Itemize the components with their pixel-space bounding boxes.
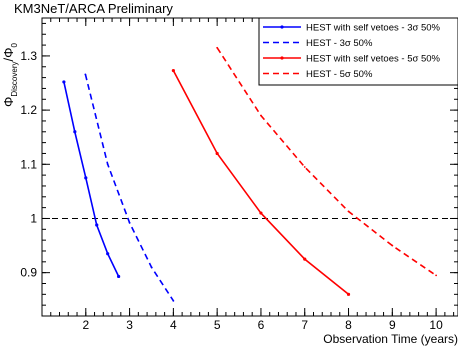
legend-label-3: HEST - 5σ 50% xyxy=(306,69,373,80)
legend: HEST with self vetoes - 3σ 50% HEST - 3σ … xyxy=(258,17,458,86)
series-point-0 xyxy=(73,130,77,134)
legend-label-2: HEST with self vetoes - 5σ 50% xyxy=(306,54,441,65)
series-point-2 xyxy=(346,292,351,296)
chart-title: KM3NeT/ARCA Preliminary xyxy=(14,1,173,16)
series-line-3 xyxy=(216,47,437,277)
legend-box xyxy=(258,17,458,86)
series-point-3 xyxy=(260,114,262,117)
svg-text:ΦDiscovery/Φ0: ΦDiscovery/Φ0 xyxy=(1,43,19,107)
y-axis-label-rest: /Φ xyxy=(1,48,16,62)
x-tick-label: 8 xyxy=(345,318,352,332)
y-tick-label: 1.3 xyxy=(20,49,37,63)
x-tick-label: 10 xyxy=(429,318,443,332)
legend-marker-0 xyxy=(280,25,284,29)
y-tick-label: 1 xyxy=(30,211,37,225)
x-tick-label: 5 xyxy=(214,318,221,332)
x-tick-label: 3 xyxy=(126,318,133,332)
legend-marker-2 xyxy=(280,56,284,60)
x-tick-label: 7 xyxy=(301,318,308,332)
series-point-2 xyxy=(259,211,263,215)
series-line-0 xyxy=(63,81,120,277)
series-group xyxy=(62,46,438,302)
legend-label-0: HEST with self vetoes - 3σ 50% xyxy=(306,23,441,34)
x-tick-label: 6 xyxy=(258,318,265,332)
legend-entries: HEST with self vetoes - 3σ 50% HEST - 3σ … xyxy=(263,23,441,80)
y-tick-label: 1.1 xyxy=(20,157,37,171)
series-point-0 xyxy=(117,274,121,279)
y-axis-label: ΦDiscovery/Φ0 xyxy=(1,43,19,107)
x-tick-label: 2 xyxy=(82,318,89,332)
series-point-3 xyxy=(435,274,438,277)
y-tick-labels: 0.9 1 1.1 1.2 1.3 xyxy=(20,49,37,280)
series-point-3 xyxy=(391,244,394,247)
plot-frame xyxy=(41,17,458,317)
x-tick-label: 4 xyxy=(170,318,177,332)
legend-label-1: HEST - 3σ 50% xyxy=(306,38,373,49)
x-tick-label: 9 xyxy=(389,318,396,332)
series-line-1 xyxy=(84,74,175,302)
x-axis-label: Observation Time (years) xyxy=(323,332,458,346)
series-point-2 xyxy=(171,68,175,73)
y-tick-label: 1.2 xyxy=(20,103,37,117)
series-point-0 xyxy=(106,252,110,256)
series-point-2 xyxy=(303,257,307,261)
y-axis-label-sub: Discovery xyxy=(10,62,19,97)
series-point-1 xyxy=(106,163,109,166)
series-point-1 xyxy=(128,221,131,224)
y-axis-label-sub2: 0 xyxy=(10,43,19,48)
series-point-1 xyxy=(172,299,175,302)
series-point-1 xyxy=(150,266,153,269)
series-point-2 xyxy=(215,151,219,156)
y-tick-label: 0.9 xyxy=(20,266,37,280)
series-point-0 xyxy=(84,176,88,180)
series-point-1 xyxy=(84,73,87,76)
series-point-0 xyxy=(62,80,66,84)
series-line-2 xyxy=(172,70,350,295)
y-axis-label-main: Φ xyxy=(1,97,16,107)
x-tick-labels: 2 3 4 5 6 7 8 9 10 xyxy=(82,318,443,332)
series-point-0 xyxy=(95,223,99,227)
series-point-3 xyxy=(216,46,219,49)
series-point-3 xyxy=(303,166,306,168)
series-point-3 xyxy=(347,210,350,213)
